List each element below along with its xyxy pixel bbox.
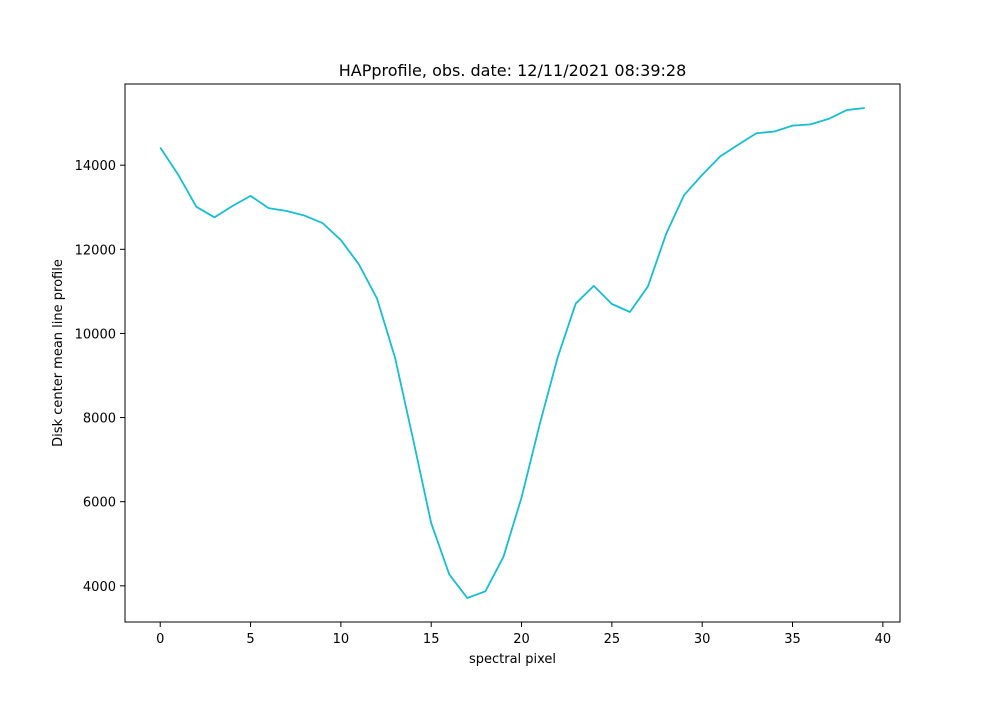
x-tick-label: 10 — [333, 632, 350, 647]
x-axis-label: spectral pixel — [469, 652, 556, 667]
y-tick-label: 14000 — [75, 159, 116, 174]
chart-title: HAPprofile, obs. date: 12/11/2021 08:39:… — [339, 61, 687, 80]
x-tick-label: 20 — [513, 632, 530, 647]
y-axis-label: Disk center mean line profile — [51, 259, 66, 447]
x-tick-label: 25 — [604, 632, 621, 647]
plot-area-frame — [124, 83, 901, 623]
x-tick-label: 30 — [694, 632, 711, 647]
x-tick-label: 0 — [156, 632, 164, 647]
x-tick-label: 40 — [875, 632, 892, 647]
series-line-0 — [159, 107, 865, 599]
y-axis: 4000 6000 8000 10000 12000 14000 — [75, 159, 125, 595]
y-tick-label: 8000 — [83, 412, 116, 427]
y-tick-label: 12000 — [75, 243, 116, 258]
x-axis: 0 5 10 15 20 25 30 35 40 — [156, 622, 891, 647]
y-tick-label: 4000 — [83, 580, 116, 595]
x-tick-label: 35 — [784, 632, 801, 647]
x-tick-label: 5 — [246, 632, 254, 647]
y-tick-label: 6000 — [83, 496, 116, 511]
x-tick-label: 15 — [423, 632, 440, 647]
y-tick-label: 10000 — [75, 327, 116, 342]
